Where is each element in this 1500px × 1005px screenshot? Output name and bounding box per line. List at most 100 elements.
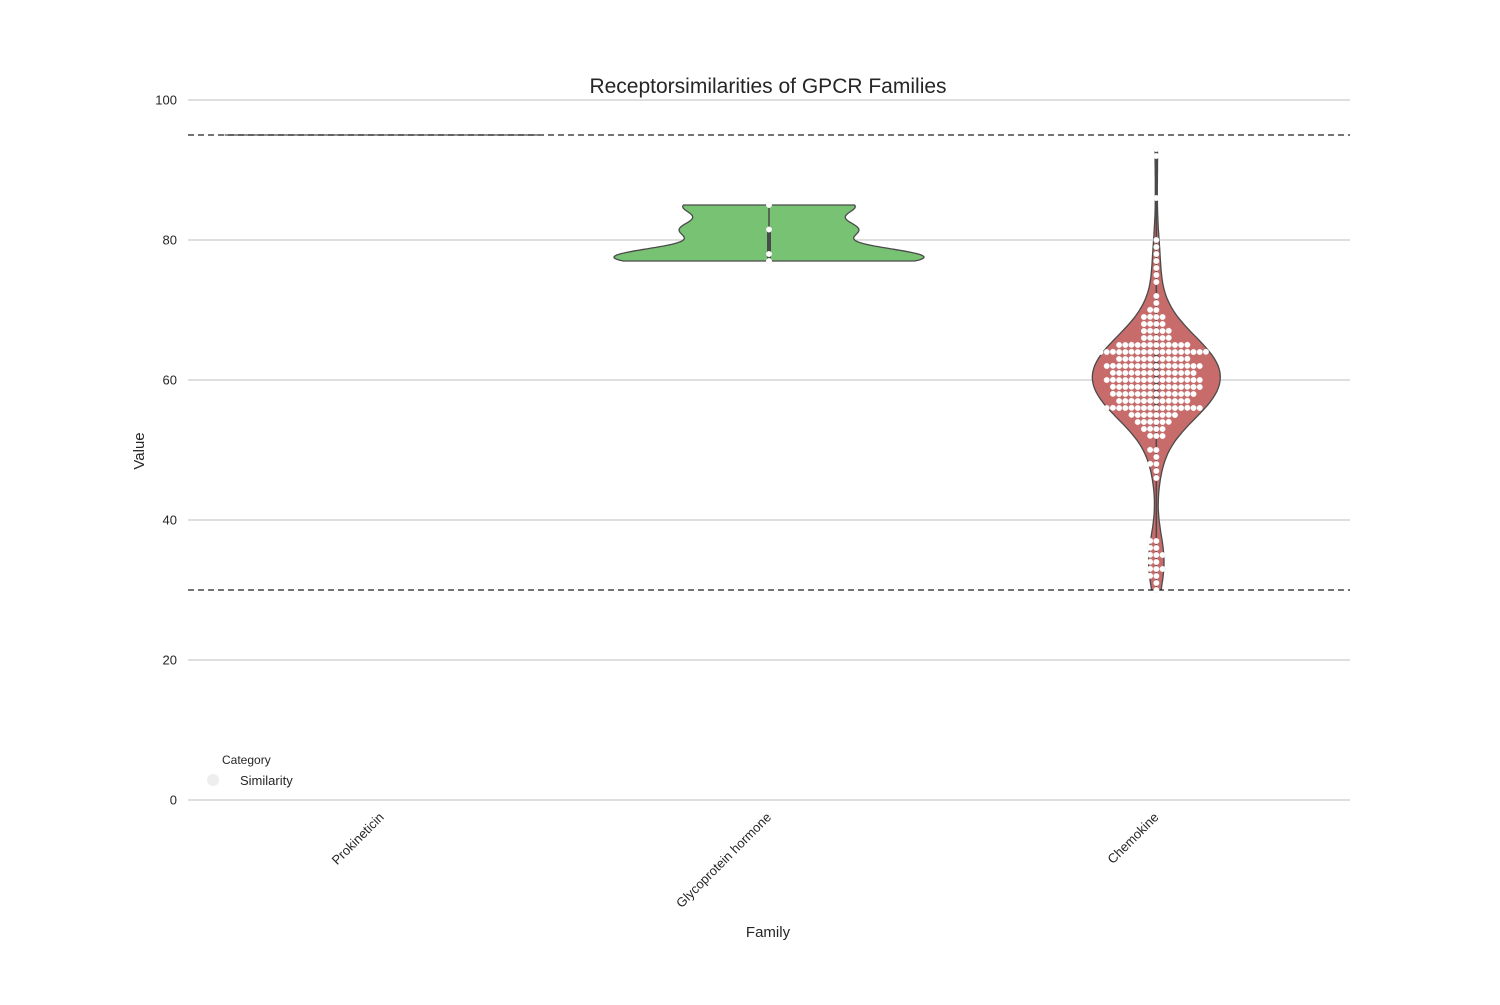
data-point	[1190, 363, 1197, 370]
data-point	[1140, 405, 1147, 412]
data-point	[1147, 551, 1154, 558]
data-point	[1147, 306, 1154, 313]
data-point	[1171, 398, 1178, 405]
data-point	[1128, 411, 1135, 418]
data-point	[1153, 412, 1160, 419]
data-point	[1109, 376, 1116, 383]
data-point	[1153, 587, 1160, 594]
data-point	[1153, 335, 1160, 342]
data-point	[1153, 391, 1160, 398]
data-point	[1128, 341, 1135, 348]
data-point	[1159, 566, 1166, 573]
data-point	[1140, 335, 1147, 342]
data-point	[1165, 341, 1172, 348]
data-point	[1153, 384, 1160, 391]
y-tick-label-40: 40	[163, 513, 177, 528]
data-point	[1140, 398, 1147, 405]
data-point	[1109, 390, 1116, 397]
data-point	[1184, 369, 1191, 376]
data-point	[1109, 383, 1116, 390]
data-point	[1178, 377, 1185, 384]
data-point	[1147, 418, 1154, 425]
data-point	[1153, 265, 1160, 272]
data-point	[1153, 538, 1160, 545]
data-point	[1140, 426, 1147, 433]
data-point	[1153, 293, 1160, 300]
data-point	[1153, 398, 1160, 405]
data-point	[1159, 342, 1166, 349]
data-point	[1184, 355, 1191, 362]
legend-label-similarity: Similarity	[240, 773, 293, 788]
data-point	[1165, 404, 1172, 411]
data-point	[1116, 391, 1123, 398]
data-point	[1147, 334, 1154, 341]
y-axis-label: Value	[131, 432, 148, 469]
data-point	[1153, 566, 1160, 573]
data-point	[1109, 362, 1116, 369]
x-axis-label: Family	[746, 924, 791, 941]
data-point	[1140, 391, 1147, 398]
x-tick-label-prokineticin: Prokineticin	[329, 810, 387, 868]
data-point	[1184, 362, 1191, 369]
data-point	[1178, 349, 1185, 356]
data-point	[1153, 152, 1160, 159]
data-point	[1122, 349, 1129, 356]
data-point	[1153, 194, 1160, 201]
data-point	[1159, 363, 1166, 370]
data-point	[1165, 369, 1172, 376]
data-point	[1134, 398, 1141, 405]
y-tick-label-80: 80	[163, 233, 177, 248]
data-point	[1116, 363, 1123, 370]
data-point	[1147, 390, 1154, 397]
data-point	[1140, 384, 1147, 391]
data-point	[1122, 370, 1129, 377]
data-point	[766, 226, 773, 233]
data-point	[1153, 342, 1160, 349]
data-point	[1128, 404, 1135, 411]
data-point	[1147, 397, 1154, 404]
data-point	[1147, 460, 1154, 467]
data-point	[1184, 390, 1191, 397]
data-point	[1178, 370, 1185, 377]
data-point	[1153, 580, 1160, 587]
data-point	[1147, 348, 1154, 355]
data-point	[1190, 377, 1197, 384]
data-point	[1097, 349, 1104, 356]
data-point	[1190, 405, 1197, 412]
data-point	[1147, 376, 1154, 383]
data-point	[1122, 398, 1129, 405]
data-point	[1134, 384, 1141, 391]
data-point	[1153, 363, 1160, 370]
data-point	[1196, 349, 1203, 356]
data-point	[1178, 384, 1185, 391]
data-point	[1153, 321, 1160, 328]
data-point	[1165, 383, 1172, 390]
data-point	[1190, 370, 1197, 377]
data-point	[1153, 236, 1160, 243]
data-point	[1116, 405, 1123, 412]
data-point	[766, 201, 773, 208]
data-point	[1109, 348, 1116, 355]
y-tick-label-0: 0	[170, 793, 177, 808]
data-point	[1171, 356, 1178, 363]
data-point	[1140, 370, 1147, 377]
y-tick-label-60: 60	[163, 373, 177, 388]
data-point	[1153, 328, 1160, 335]
data-point	[1147, 565, 1154, 572]
data-point	[1159, 552, 1166, 559]
data-point	[1153, 545, 1160, 552]
y-tick-label-100: 100	[155, 93, 177, 108]
data-point	[1140, 363, 1147, 370]
data-point	[1147, 341, 1154, 348]
data-point	[1134, 363, 1141, 370]
data-point	[1122, 363, 1129, 370]
data-point	[1153, 258, 1160, 265]
data-point	[1159, 370, 1166, 377]
y-tick-layer: 0 20 40 60 80 100	[155, 93, 177, 808]
data-point	[1159, 335, 1166, 342]
data-point	[1128, 383, 1135, 390]
data-point	[1140, 349, 1147, 356]
data-point	[1153, 461, 1160, 468]
data-point	[1122, 405, 1129, 412]
data-point	[1153, 250, 1160, 257]
